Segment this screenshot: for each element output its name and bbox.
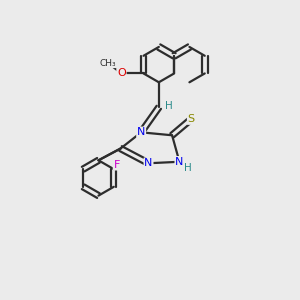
Text: F: F — [113, 160, 120, 170]
Text: H: H — [165, 101, 173, 111]
Text: CH₃: CH₃ — [100, 58, 116, 68]
Text: H: H — [184, 163, 192, 173]
Text: N: N — [144, 158, 153, 168]
Text: S: S — [188, 114, 195, 124]
Text: O: O — [117, 68, 126, 78]
Text: methoxy: methoxy — [105, 60, 111, 61]
Text: methoxy: methoxy — [106, 60, 112, 62]
Text: N: N — [137, 127, 146, 137]
Text: N: N — [175, 157, 184, 167]
